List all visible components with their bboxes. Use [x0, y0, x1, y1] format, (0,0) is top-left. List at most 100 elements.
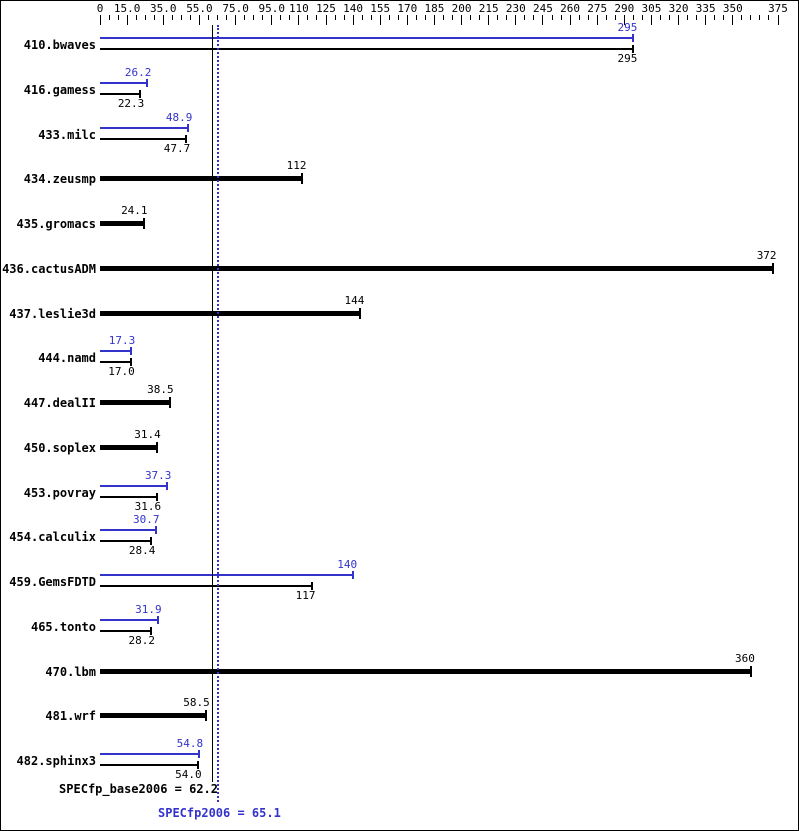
peak-value-label: 37.3: [144, 468, 172, 482]
benchmark-label: 410.bwaves: [23, 38, 96, 52]
peak-bar: [100, 350, 132, 353]
base-bar-cap: [156, 492, 159, 501]
peak-value-label: 30.7: [133, 513, 160, 527]
axis-major-tick: [198, 15, 200, 25]
peak-bar: [100, 126, 189, 129]
peak-bar-cap: [632, 34, 635, 42]
axis-major-tick: [623, 15, 625, 25]
axis-major-tick: [650, 15, 652, 25]
axis-minor-tick: [605, 15, 607, 20]
axis-tick-label: 305: [641, 2, 662, 15]
base-value-label: 360: [735, 651, 755, 665]
base-value-label: 24.1: [121, 204, 148, 217]
axis-minor-tick: [669, 15, 671, 20]
axis-major-tick: [488, 15, 490, 25]
base-bar: [100, 540, 152, 543]
peak-bar-cap: [198, 750, 201, 758]
peak-mean-line: [216, 25, 219, 802]
axis-minor-tick: [452, 15, 454, 20]
peak-bar: [100, 574, 354, 576]
axis-tick-label: 215: [478, 2, 499, 15]
axis-minor-tick: [343, 15, 345, 20]
base-value-label: 295: [617, 52, 638, 65]
base-bar: [100, 400, 170, 405]
base-bar: [100, 764, 198, 766]
axis-minor-tick: [578, 15, 580, 20]
axis-major-tick: [678, 15, 680, 25]
axis-minor-tick: [316, 15, 318, 20]
benchmark-label: 465.tonto: [30, 619, 96, 634]
axis-major-tick: [515, 15, 517, 25]
axis-minor-tick: [632, 15, 634, 20]
axis-minor-tick: [289, 15, 291, 20]
axis-minor-tick: [262, 15, 264, 20]
base-bar: [100, 629, 151, 632]
base-bar-cap: [149, 626, 152, 635]
axis-minor-tick: [641, 15, 643, 20]
axis-minor-tick: [424, 15, 426, 20]
axis-minor-tick: [171, 15, 173, 20]
base-bar: [100, 176, 303, 182]
axis-major-tick: [461, 15, 463, 25]
peak-bar: [100, 753, 200, 755]
axis-tick-label: 375: [768, 2, 788, 15]
axis-minor-tick: [397, 15, 399, 20]
base-value-label: 38.5: [147, 383, 174, 396]
axis-major-tick: [271, 15, 273, 25]
axis-minor-tick: [280, 15, 282, 20]
base-bar-cap: [632, 45, 635, 53]
axis-minor-tick: [470, 15, 472, 20]
benchmark-label: 436.cactusADM: [2, 261, 96, 276]
axis-minor-tick: [207, 15, 209, 20]
axis-major-tick: [569, 15, 571, 25]
peak-bar-cap: [154, 526, 157, 535]
axis-major-tick: [298, 15, 300, 25]
benchmark-label: 459.GemsFDTD: [9, 575, 96, 589]
peak-bar-cap: [130, 347, 133, 356]
axis-minor-tick: [524, 15, 526, 20]
base-value-label: 54.0: [175, 768, 202, 781]
base-bar: [100, 585, 312, 587]
axis-major-tick: [433, 15, 435, 25]
axis-minor-tick: [135, 15, 137, 20]
axis-major-tick: [325, 15, 327, 25]
base-bar-cap: [185, 134, 188, 143]
axis-minor-tick: [741, 15, 743, 20]
axis-minor-tick: [723, 15, 725, 20]
axis-tick-label: 320: [668, 2, 689, 15]
base-value-label: 112: [286, 159, 307, 173]
base-mean-line: [211, 25, 213, 782]
peak-bar: [100, 81, 148, 84]
peak-bar: [100, 37, 634, 39]
axis-minor-tick: [370, 15, 372, 20]
axis-minor-tick: [560, 15, 562, 20]
peak-bar-cap: [146, 78, 149, 87]
benchmark-label: 444.namd: [38, 351, 96, 366]
base-bar: [100, 444, 157, 450]
axis-tick-label: 75.0: [222, 2, 249, 15]
base-bar: [100, 48, 634, 50]
axis-minor-tick: [551, 15, 553, 20]
base-bar-cap: [150, 537, 153, 546]
axis-tick-label: 95.0: [258, 2, 286, 15]
axis-minor-tick: [217, 15, 219, 20]
peak-bar: [100, 618, 158, 621]
axis-tick-label: 170: [397, 2, 418, 15]
axis-tick-label: 260: [560, 2, 581, 15]
axis-minor-tick: [768, 15, 770, 20]
axis-minor-tick: [153, 15, 155, 20]
peak-value-label: 140: [337, 558, 358, 571]
base-bar: [100, 713, 206, 719]
base-bar-cap: [771, 262, 774, 274]
axis-tick-label: 155: [370, 2, 391, 15]
axis-major-tick: [126, 15, 128, 25]
base-value-label: 31.4: [134, 427, 161, 441]
axis-major-tick: [705, 15, 707, 25]
axis-minor-tick: [696, 15, 698, 20]
axis-minor-tick: [334, 15, 336, 20]
benchmark-label: 481.wrf: [45, 709, 96, 724]
base-value-label: 22.3: [117, 96, 145, 110]
axis-tick-label: 110: [288, 2, 309, 15]
axis-minor-tick: [388, 15, 390, 20]
